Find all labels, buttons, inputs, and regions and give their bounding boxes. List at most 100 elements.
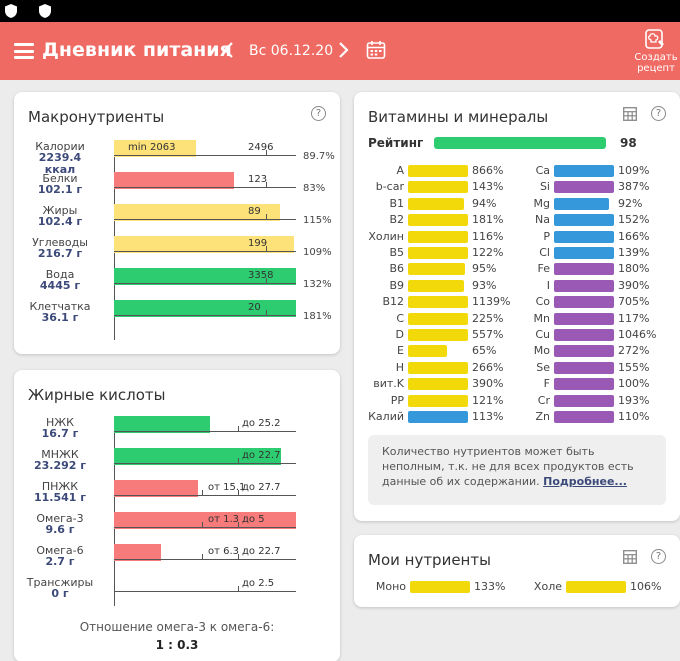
macro-percent: 89.7% [303,151,335,162]
nutrient-bar [408,230,468,243]
min-label: min 2063 [128,142,176,153]
chevron-left-icon[interactable] [222,39,236,61]
info-note: Количество нутриентов может быть неполны… [368,435,666,505]
nutrient-row: Co 705% [514,295,664,309]
nutrient-percent: 390% [618,278,650,292]
nutrient-name: A [396,164,404,177]
target-label: 2496 [248,142,274,153]
max-label: до 27.7 [242,482,281,493]
max-tick [238,554,239,560]
target-label: 123 [248,174,268,185]
my-nutrient-bar [410,581,470,593]
my-nutrient-percent: 106% [630,580,662,593]
nutrient-row: B1 94% [368,197,518,211]
nutrient-row: Mo 272% [514,344,664,358]
nutrient-percent: 193% [618,393,650,407]
fatty-acid-axis [114,591,296,592]
fatty-acid-axis [114,463,296,464]
nutrient-row: Cu 1046% [514,328,664,342]
fatty-acid-row: Омега-3 9.6 г от 1.3 до 5 [14,512,344,542]
target-tick [266,246,267,252]
my-nutrients-title: Мои нутриенты [368,551,491,569]
nutrient-bar [408,411,468,423]
nutrient-name: Cl [539,246,550,259]
min-label: от 6.3 [208,546,240,557]
nutrient-percent: 155% [618,360,650,374]
macro-percent: 83% [303,183,326,194]
macro-name: Клетчатка [29,300,91,313]
nutrient-percent: 143% [472,180,504,194]
rating-value: 98 [620,136,637,150]
table-icon[interactable] [623,107,637,121]
nutrient-row: B5 122% [368,246,518,260]
nutrient-name: Mn [533,311,550,325]
nutrient-bar [408,345,447,358]
fatty-acids-title: Жирные кислоты [28,386,166,404]
nutrient-row: B9 93% [368,279,518,293]
fatty-acid-name: Трансжиры [26,576,94,589]
nutrient-name: Cr [537,393,550,407]
nutrient-name: P [543,229,550,243]
macro-percent: 132% [303,279,332,290]
macro-percent: 115% [303,215,332,226]
nutrient-percent: 116% [472,229,504,243]
help-icon[interactable]: ? [651,106,666,121]
nutrient-percent: 705% [618,295,650,309]
nutrient-row: P 166% [514,230,664,244]
nutrient-bar [554,165,614,177]
target-label: 3358 [248,270,274,281]
macro-percent: 109% [303,247,332,258]
vitamins-title: Витамины и минералы [368,108,549,126]
target-tick [266,214,267,220]
date-label[interactable]: Вс 06.12.20 [249,43,334,59]
macro-name: Углеводы [32,236,88,249]
nutrient-row: I 390% [514,279,664,293]
create-recipe-button[interactable]: Создать рецепт [630,26,680,78]
nutrient-percent: 113% [472,410,504,423]
macro-bar-axis [114,251,296,252]
hamburger-menu-icon[interactable] [14,43,34,59]
recipe-icon [645,29,664,49]
nutrient-row: Калий 113% [368,410,518,424]
omega-ratio-label: Отношение омега-3 к омега-6: [79,620,275,634]
more-link[interactable]: Подробнее... [543,475,627,488]
chevron-right-icon[interactable] [336,39,350,61]
macro-bar-axis [114,283,296,284]
nutrient-name: B2 [389,213,404,227]
macro-value: 102.1 г [37,183,83,196]
nutrient-bar [408,263,465,276]
fatty-acid-axis [114,431,296,432]
fatty-acid-row: ПНЖК 11.541 г от 15.1 до 27.7 [14,480,344,510]
min-label: от 1.3 [208,514,240,525]
table-icon[interactable] [623,550,637,564]
nutrient-percent: 272% [618,344,650,358]
nutrient-bar [554,394,614,407]
nutrient-bar [554,411,614,423]
fatty-acids-card: Жирные кислоты НЖК 16.7 г до 25.2 МНЖК 23.29… [14,370,340,661]
nutrient-percent: 109% [618,164,650,177]
fatty-acid-axis [114,527,296,528]
nutrient-percent: 110% [618,410,650,423]
nutrient-name: H [395,360,404,374]
fatty-acid-value: 2.7 г [45,555,75,568]
nutrient-row: C 225% [368,312,518,326]
nutrient-bar [408,394,468,407]
min-tick [202,554,203,560]
nutrient-bar [408,197,464,210]
help-icon[interactable]: ? [651,549,666,564]
nutrient-percent: 225% [472,311,504,325]
macro-value: 216.7 г [37,247,83,260]
macronutrients-title: Макронутриенты [28,108,165,126]
fatty-acid-name: ПНЖК [41,480,79,493]
calendar-icon[interactable] [366,40,386,60]
nutrient-bar [408,378,468,391]
help-icon[interactable]: ? [311,106,326,121]
min-tick [202,490,203,496]
nutrient-percent: 65% [472,344,497,358]
nutrient-row: Mg 92% [514,197,664,211]
macro-bar-axis [114,315,296,316]
nutrient-name: Калий [368,410,404,423]
nutrient-name: Холин [368,229,404,243]
macro-value: 36.1 г [41,311,79,324]
macro-name: Калории [35,140,85,153]
